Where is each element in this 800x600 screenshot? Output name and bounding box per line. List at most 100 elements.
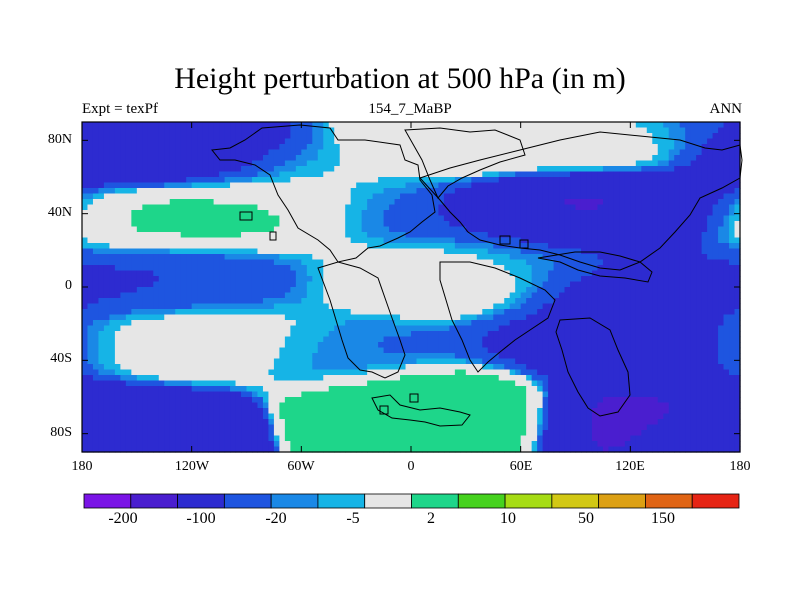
field-cell bbox=[230, 193, 237, 200]
field-cell bbox=[498, 155, 505, 162]
field-cell bbox=[295, 292, 302, 299]
field-cell bbox=[580, 138, 588, 145]
field-cell bbox=[454, 287, 461, 294]
field-cell bbox=[668, 237, 675, 244]
field-cell bbox=[553, 155, 560, 162]
field-cell bbox=[394, 254, 401, 261]
field-cell bbox=[591, 155, 599, 162]
field-cell bbox=[114, 243, 121, 250]
field-cell bbox=[432, 199, 440, 206]
field-cell bbox=[175, 325, 182, 332]
field-cell bbox=[328, 210, 335, 217]
field-cell bbox=[493, 182, 500, 189]
field-cell bbox=[301, 127, 308, 134]
field-cell bbox=[257, 138, 264, 145]
field-cell bbox=[465, 232, 472, 239]
field-cell bbox=[306, 276, 313, 283]
field-cell bbox=[350, 166, 357, 173]
field-cell bbox=[312, 254, 319, 261]
field-cell bbox=[465, 199, 472, 206]
field-cell bbox=[526, 171, 533, 178]
field-cell bbox=[202, 276, 209, 283]
field-cell bbox=[345, 347, 352, 354]
field-cell bbox=[641, 138, 648, 145]
field-cell bbox=[323, 276, 330, 283]
field-cell bbox=[103, 254, 111, 261]
field-cell bbox=[498, 287, 505, 294]
field-cell bbox=[235, 259, 242, 266]
field-cell bbox=[608, 298, 615, 305]
field-cell bbox=[235, 237, 242, 244]
field-cell bbox=[125, 342, 132, 349]
field-cell bbox=[597, 303, 604, 310]
field-cell bbox=[372, 204, 379, 211]
field-cell bbox=[449, 309, 456, 316]
field-cell bbox=[345, 182, 352, 189]
field-cell bbox=[273, 347, 280, 354]
field-cell bbox=[613, 122, 620, 129]
field-cell bbox=[328, 320, 335, 327]
field-cell bbox=[378, 166, 385, 173]
field-cell bbox=[432, 171, 440, 178]
field-cell bbox=[712, 254, 719, 261]
field-cell bbox=[520, 182, 527, 189]
field-cell bbox=[449, 336, 456, 343]
field-cell bbox=[169, 188, 176, 195]
field-cell bbox=[383, 281, 390, 288]
field-cell bbox=[559, 270, 566, 277]
field-cell bbox=[729, 314, 736, 321]
field-cell bbox=[180, 221, 187, 228]
field-cell bbox=[515, 325, 522, 332]
field-cell bbox=[613, 182, 620, 189]
field-cell bbox=[98, 254, 105, 261]
field-cell bbox=[471, 303, 478, 310]
field-cell bbox=[487, 298, 494, 305]
field-cell bbox=[394, 171, 401, 178]
field-cell bbox=[619, 215, 626, 222]
field-cell bbox=[175, 149, 182, 156]
field-cell bbox=[411, 248, 418, 255]
field-cell bbox=[290, 133, 297, 140]
field-cell bbox=[191, 182, 198, 189]
field-cell bbox=[570, 331, 577, 338]
field-cell bbox=[487, 309, 494, 316]
field-cell bbox=[674, 248, 681, 255]
field-cell bbox=[553, 210, 560, 217]
field-cell bbox=[328, 188, 335, 195]
field-cell bbox=[602, 237, 609, 244]
field-cell bbox=[443, 347, 450, 354]
field-cell bbox=[652, 325, 659, 332]
field-cell bbox=[142, 270, 149, 277]
field-cell bbox=[186, 292, 193, 299]
field-cell bbox=[92, 149, 100, 156]
field-cell bbox=[520, 193, 527, 200]
field-cell bbox=[147, 259, 154, 266]
field-cell bbox=[246, 320, 253, 327]
field-cell bbox=[224, 292, 231, 299]
field-cell bbox=[268, 259, 275, 266]
field-cell bbox=[394, 347, 401, 354]
field-cell bbox=[668, 292, 675, 299]
field-cell bbox=[454, 325, 461, 332]
field-cell bbox=[103, 215, 111, 222]
field-cell bbox=[367, 166, 374, 173]
field-cell bbox=[652, 204, 659, 211]
field-cell bbox=[531, 204, 538, 211]
field-cell bbox=[251, 281, 259, 288]
field-cell bbox=[465, 221, 472, 228]
field-cell bbox=[158, 276, 165, 283]
field-cell bbox=[580, 166, 588, 173]
field-cell bbox=[186, 276, 193, 283]
field-cell bbox=[356, 144, 363, 151]
field-cell bbox=[630, 259, 637, 266]
field-cell bbox=[208, 171, 215, 178]
field-cell bbox=[251, 276, 259, 283]
field-cell bbox=[438, 160, 445, 167]
field-cell bbox=[712, 133, 719, 140]
field-cell bbox=[82, 204, 89, 211]
field-cell bbox=[367, 298, 374, 305]
field-cell bbox=[657, 298, 664, 305]
field-cell bbox=[690, 232, 697, 239]
field-cell bbox=[334, 265, 341, 272]
field-cell bbox=[317, 243, 324, 250]
